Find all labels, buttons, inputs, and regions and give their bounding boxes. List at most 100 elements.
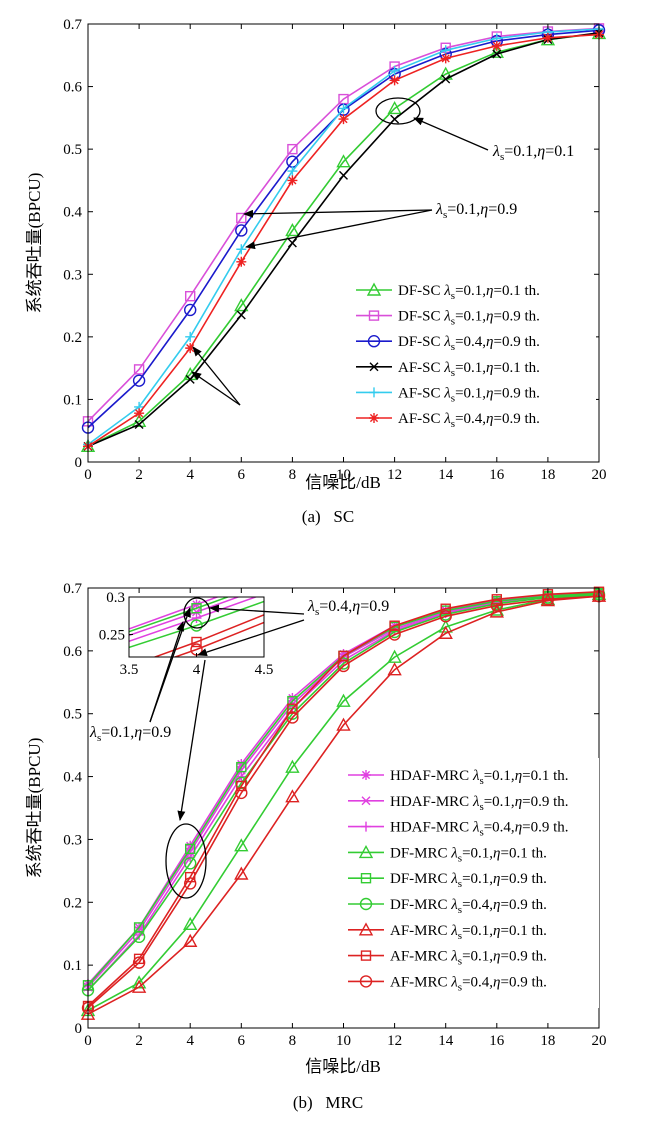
chart-a-ylabel: 系统吞吐量(BPCU) xyxy=(25,173,44,314)
chart-b-inset-axes: 3.5 4 4.5 0.25 0.3 xyxy=(99,590,274,678)
chart-b-series-7-point xyxy=(183,933,198,947)
chart-a-series-2-point xyxy=(133,364,145,375)
chart-b-ytick-label: 0.7 xyxy=(63,581,82,597)
chart-b-annotation-label-1: λs=0.4,η=0.9 xyxy=(307,598,389,618)
chart-b-series-7-point xyxy=(438,625,453,639)
chart-b-xtick-label: 14 xyxy=(438,1033,454,1049)
chart-b-legend-label-2: HDAF-MRC λs=0.1,η=0.9 th. xyxy=(390,794,569,813)
chart-b-legend-marker xyxy=(360,950,372,961)
chart-a-legend-label-1: DF-SC λs=0.1,η=0.1 th. xyxy=(398,283,540,302)
chart-b-inset: 3.5 4 4.5 0.25 0.3 xyxy=(99,590,274,716)
chart-b-axes: 0 2 4 6 8 10 12 14 16 18 20 0 0.1 0.2 0.3 0.4 0.5 0.6 0.7 xyxy=(63,581,606,1049)
chart-a-series-4-point xyxy=(287,238,297,248)
chart-a-series-5-point xyxy=(287,166,298,177)
chart-b-ytick-label: 0.1 xyxy=(63,958,82,974)
chart-a-series-5-point xyxy=(389,65,400,76)
chart-b-series-8-point xyxy=(491,594,502,605)
chart-a-series-2-point xyxy=(184,290,196,302)
chart-a-series-6-point xyxy=(338,114,349,125)
chart-a-ytick-label: 0.3 xyxy=(63,267,82,283)
chart-b-series-5-point xyxy=(184,843,196,855)
chart-a-xtick-label: 6 xyxy=(238,467,246,483)
chart-b-annotation-arrow xyxy=(197,619,305,656)
chart-b-inset-series-4-line xyxy=(129,675,264,716)
chart-a-legend-marker xyxy=(369,362,379,372)
chart-a-legend-marker xyxy=(369,387,379,398)
chart-b-inset-series-5-line xyxy=(129,597,230,633)
chart-a-legend-label-3: DF-SC λs=0.4,η=0.9 th. xyxy=(398,334,540,353)
chart-b-ytick-label: 0.5 xyxy=(63,707,82,723)
chart-b-legend-entry-9: AF-MRC λs=0.4,η=0.9 th. xyxy=(348,974,547,993)
chart-b-series-4-point xyxy=(336,693,351,707)
chart-a-legend-entry-3: DF-SC λs=0.4,η=0.9 th. xyxy=(356,334,540,353)
chart-a-series-6-point xyxy=(491,40,502,51)
chart-a-series-3-point xyxy=(235,224,248,237)
chart-a-ytick-label: 0.7 xyxy=(63,17,82,33)
chart-b-legend-marker xyxy=(361,796,371,806)
chart-a-xtick-label: 14 xyxy=(438,467,454,483)
chart-a-xtick-label: 2 xyxy=(135,467,143,483)
chart-b-series-3-point xyxy=(236,771,247,782)
chart-a-series-1-point xyxy=(387,101,402,115)
chart-b-caption: (b) MRC xyxy=(293,1093,363,1112)
chart-a-series-4-point xyxy=(441,74,451,84)
chart-a: 0 2 4 6 8 10 12 14 16 18 2000.10.20.30.40.50.60.7 … xyxy=(25,17,607,526)
chart-b-inset-series-6-point xyxy=(190,619,203,632)
chart-b-legend-entry-8: AF-MRC λs=0.1,η=0.9 th. xyxy=(348,949,547,968)
chart-a-legend-marker xyxy=(368,310,380,321)
chart-b-ylabel: 系统吞吐量(BPCU) xyxy=(25,738,44,879)
chart-b-inset-ytick-label: 0.25 xyxy=(99,628,125,644)
chart-b-series-4-point xyxy=(438,619,453,633)
chart-b-inset-series-3-point xyxy=(191,613,202,623)
chart-a-series-2-point xyxy=(287,143,298,155)
chart-a-series-6-point xyxy=(185,343,196,354)
chart-b-inset-series-5-point xyxy=(191,603,202,614)
chart-b-legend-entry-1: HDAF-MRC λs=0.1,η=0.1 th. xyxy=(348,768,569,787)
chart-b-legend-entry-2: HDAF-MRC λs=0.1,η=0.9 th. xyxy=(348,794,569,813)
chart-b-legend-marker xyxy=(359,975,373,988)
chart-b-xtick-label: 18 xyxy=(540,1033,555,1049)
chart-b-inset-series-3 xyxy=(129,597,258,642)
chart-b-legend-entry-7: AF-MRC λs=0.1,η=0.1 th. xyxy=(348,922,547,942)
chart-b-series-7-point xyxy=(336,717,351,731)
chart-b-xtick-label: 16 xyxy=(489,1033,505,1049)
chart-a-series-5-point xyxy=(338,103,349,114)
chart-a-legend-entry-1: DF-SC λs=0.1,η=0.1 th. xyxy=(356,282,540,302)
chart-b-series-9-point xyxy=(235,786,248,800)
chart-b-legend: HDAF-MRC λs=0.1,η=0.1 th. HDAF-MRC λs=0.1… xyxy=(344,758,599,1008)
chart-b-legend-entry-5: DF-MRC λs=0.1,η=0.9 th. xyxy=(348,871,547,890)
chart-b-xtick-label: 20 xyxy=(592,1033,607,1049)
chart-b-legend-label-1: HDAF-MRC λs=0.1,η=0.1 th. xyxy=(390,768,569,787)
chart-b-series-2-point xyxy=(185,847,195,857)
chart-b-inset-series-1 xyxy=(129,597,220,630)
chart-a-series-3-point xyxy=(132,374,146,387)
chart-a-ytick-label: 0.1 xyxy=(63,392,82,408)
chart-b-series-9-point xyxy=(286,711,299,724)
chart-a-series-4-point xyxy=(492,49,502,59)
chart-a-xtick-label: 18 xyxy=(540,467,555,483)
chart-a-legend-label-4: AF-SC λs=0.1,η=0.1 th. xyxy=(398,360,540,379)
chart-a-series-6-point xyxy=(287,175,298,186)
chart-b-series-1-point xyxy=(338,649,349,659)
chart-a-series-5-point xyxy=(236,244,247,255)
chart-b-annotation-arrow xyxy=(177,659,206,821)
chart-a-series-2-line xyxy=(87,27,600,422)
chart-b-inset-series-5 xyxy=(129,597,230,633)
chart-a-legend-label-6: AF-SC λs=0.4,η=0.9 th. xyxy=(398,411,540,430)
chart-b-series-6-point xyxy=(132,930,146,944)
chart-b-xtick-label: 6 xyxy=(238,1033,246,1049)
chart-a-ytick-label: 0 xyxy=(75,455,83,471)
chart-a-series-6-point xyxy=(236,256,247,267)
chart-b-annotations: λs=0.4,η=0.9 λs=0.1,η=0.9 xyxy=(89,598,389,899)
chart-a-xlabel: 信噪比/dB xyxy=(305,473,381,492)
chart-b-annotation-arrow xyxy=(149,607,191,723)
chart-b-annotation-ellipse xyxy=(165,823,207,899)
chart-b-legend-marker xyxy=(358,844,374,859)
chart-a-series-2-point xyxy=(236,212,247,224)
chart-a-xtick-label: 20 xyxy=(592,467,607,483)
chart-b-inset-series-8-point xyxy=(191,636,202,648)
chart-b-legend-label-4: DF-MRC λs=0.1,η=0.1 th. xyxy=(390,845,547,864)
chart-a-xtick-label: 16 xyxy=(489,467,505,483)
chart-a-series-1-line xyxy=(87,32,600,448)
chart-a-ytick-label: 0.5 xyxy=(63,142,82,158)
